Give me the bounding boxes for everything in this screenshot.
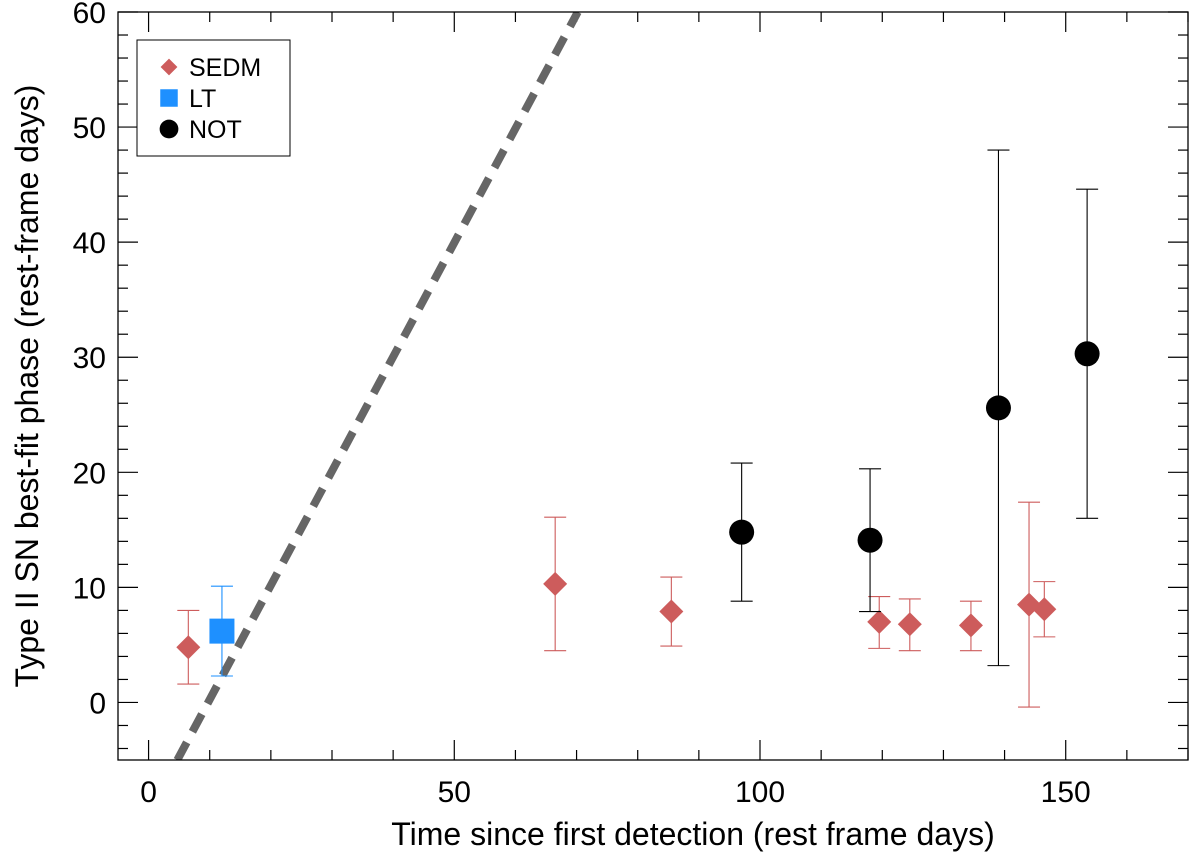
tick-labels: 0 50 100 150 0 10 20 30 40 50 60: [73, 0, 1091, 809]
ticks-layer: [118, 11, 1189, 760]
sedm-point: [958, 613, 983, 638]
lt-point: [209, 618, 235, 644]
legend-box: [136, 39, 291, 157]
x-axis-title: Time since first detection (rest frame d…: [391, 816, 994, 852]
x-tick-label: 50: [438, 776, 471, 809]
reference-line-layer: [173, 12, 582, 760]
legend: SEDM LT NOT: [136, 39, 291, 157]
y-tick-label: 30: [73, 342, 106, 375]
y-tick-label: 40: [73, 227, 106, 260]
y-tick-label: 60: [73, 0, 106, 30]
series-lt: [209, 585, 235, 677]
not-point: [729, 519, 755, 545]
y-axis-title: Type II SN best-fit phase (rest-frame da…: [9, 85, 45, 688]
sedm-point: [176, 635, 201, 660]
y-tick-label: 50: [73, 112, 106, 145]
reference-line: [173, 12, 582, 760]
legend-marker-lt: [160, 89, 178, 107]
series-sedm: [176, 501, 1057, 708]
not-point: [857, 527, 883, 553]
legend-label: NOT: [189, 116, 242, 144]
sedm-point: [867, 609, 892, 634]
series-not: [729, 149, 1100, 667]
sedm-point: [897, 612, 922, 637]
legend-item-lt: LT: [160, 85, 216, 113]
plot-frame: [117, 11, 1189, 761]
legend-items: SEDM LT NOT: [159, 54, 261, 144]
sedm-point: [1032, 597, 1057, 622]
not-point: [985, 395, 1011, 421]
data-layer: [176, 149, 1100, 708]
x-tick-label: 150: [1041, 776, 1091, 809]
x-tick-label: 0: [140, 776, 157, 809]
y-tick-label: 20: [73, 457, 106, 490]
sedm-point: [543, 571, 568, 596]
legend-label: LT: [189, 85, 216, 113]
not-point: [1074, 341, 1100, 367]
y-tick-label: 10: [73, 572, 106, 605]
y-tick-label: 0: [89, 687, 106, 720]
legend-marker-not: [159, 119, 179, 139]
legend-label: SEDM: [189, 54, 261, 82]
x-tick-label: 100: [735, 776, 785, 809]
sedm-point: [659, 599, 684, 624]
legend-item-not: NOT: [159, 116, 242, 144]
legend-item-sedm: SEDM: [160, 54, 261, 82]
